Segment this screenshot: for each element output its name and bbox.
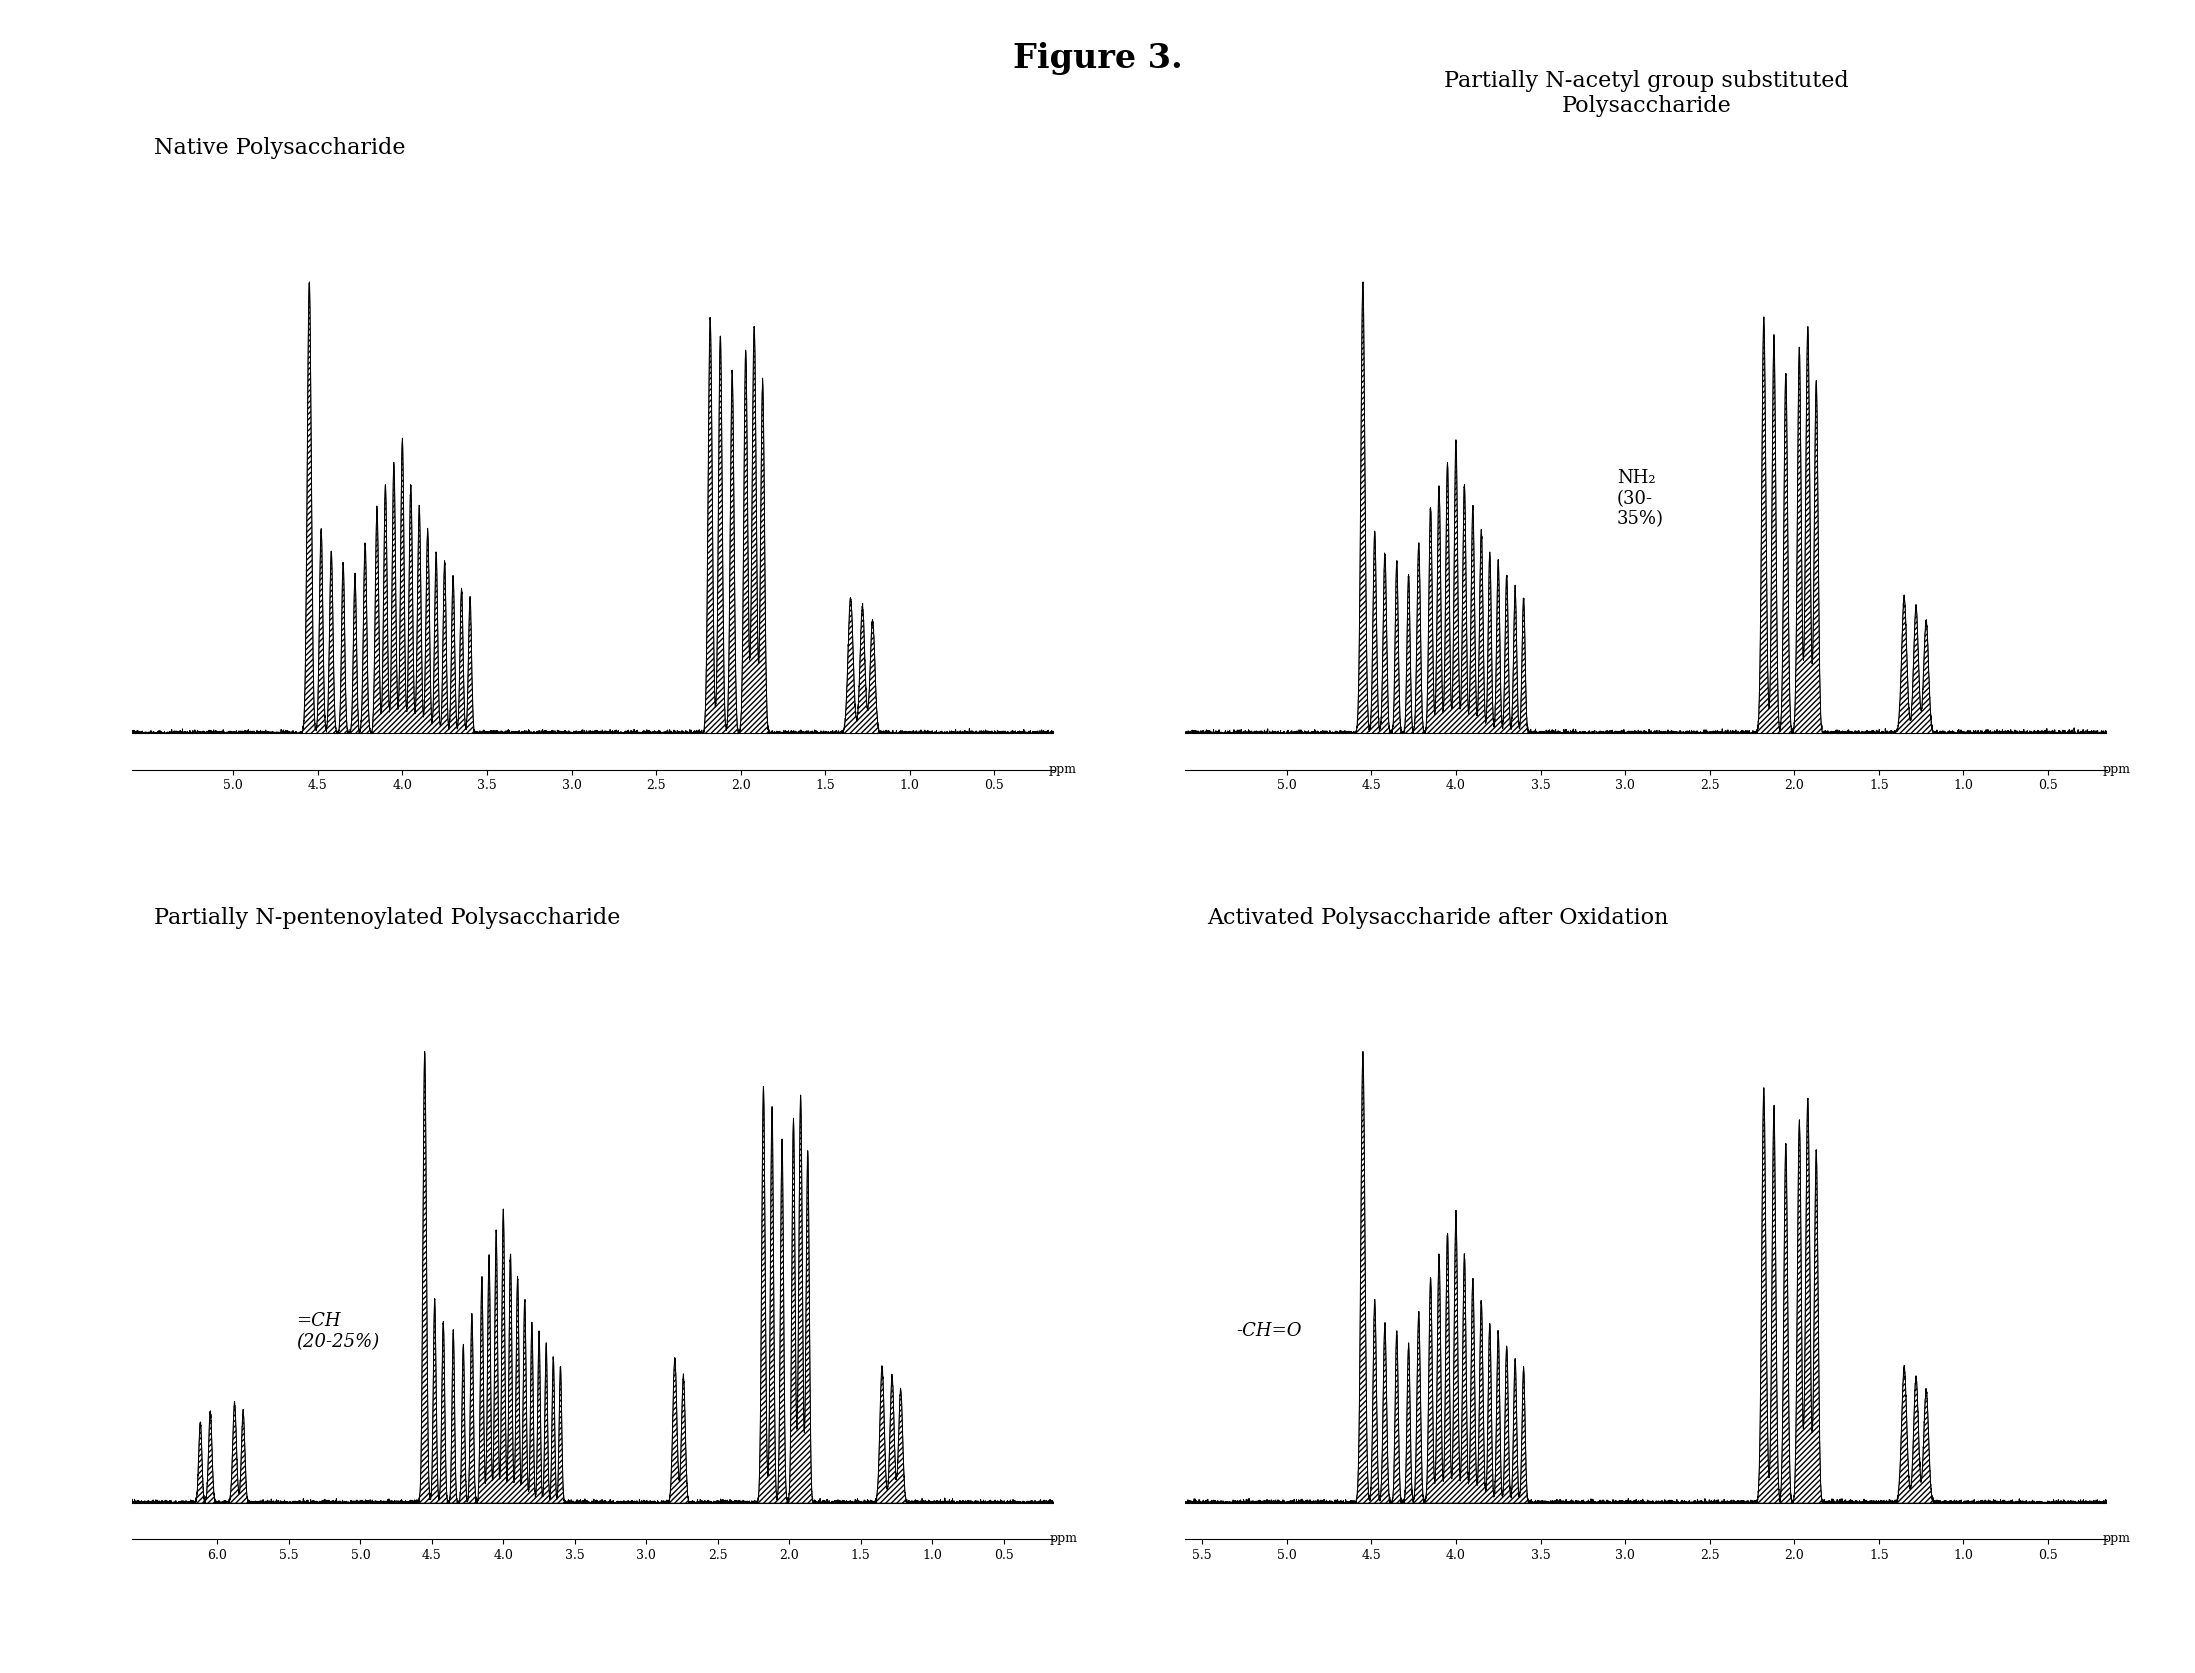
Text: ppm: ppm — [2103, 763, 2129, 776]
Text: -CH=O: -CH=O — [1236, 1322, 1302, 1340]
Text: ppm: ppm — [2103, 1532, 2129, 1546]
Text: ppm: ppm — [1049, 1532, 1078, 1546]
Text: =CH
(20-25%): =CH (20-25%) — [296, 1312, 380, 1350]
Text: NH₂
(30-
35%): NH₂ (30- 35%) — [1618, 468, 1664, 529]
Text: Native Polysaccharide: Native Polysaccharide — [154, 137, 406, 159]
Text: Partially N-acetyl group substituted
Polysaccharide: Partially N-acetyl group substituted Pol… — [1444, 70, 1848, 117]
Text: Activated Polysaccharide after Oxidation: Activated Polysaccharide after Oxidation — [1207, 907, 1668, 929]
Text: Partially N-pentenoylated Polysaccharide: Partially N-pentenoylated Polysaccharide — [154, 907, 619, 929]
Text: ppm: ppm — [1049, 763, 1076, 776]
Text: Figure 3.: Figure 3. — [1012, 42, 1183, 75]
